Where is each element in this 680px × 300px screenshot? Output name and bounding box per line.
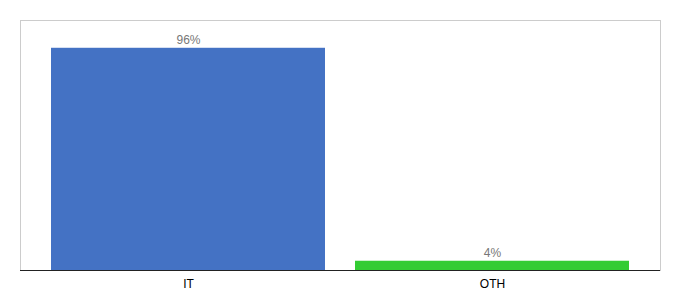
svg-text:4%: 4% bbox=[484, 246, 502, 260]
svg-text:IT: IT bbox=[183, 277, 194, 291]
svg-text:OTH: OTH bbox=[480, 277, 505, 291]
svg-text:96%: 96% bbox=[176, 33, 200, 47]
